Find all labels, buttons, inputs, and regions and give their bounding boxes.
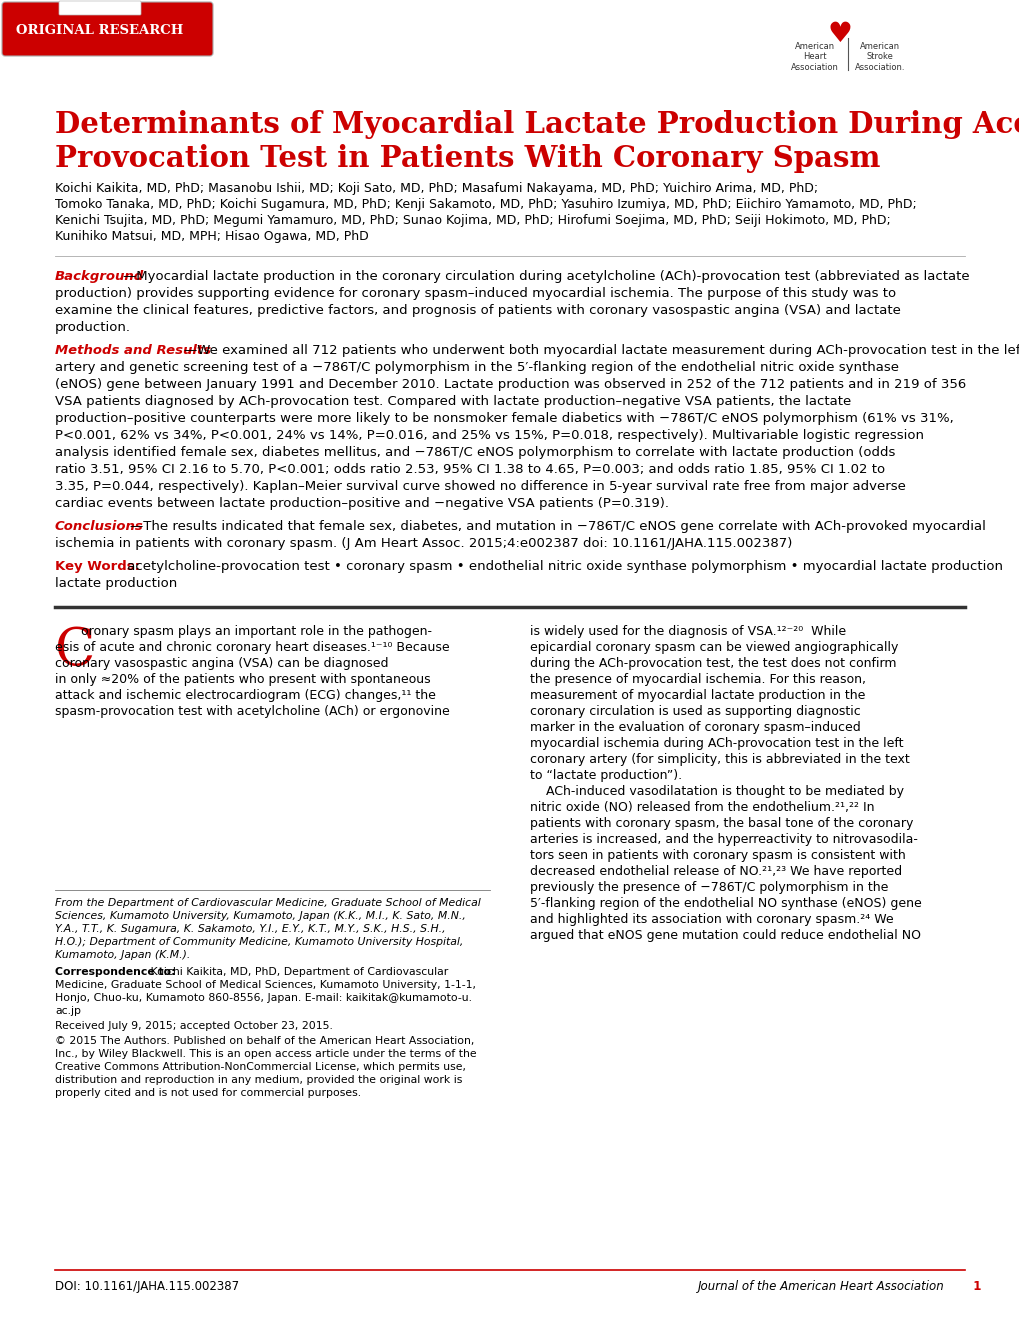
Text: myocardial ischemia during ACh-provocation test in the left: myocardial ischemia during ACh-provocati… [530,737,903,750]
Text: Tomoko Tanaka, MD, PhD; Koichi Sugamura, MD, PhD; Kenji Sakamoto, MD, PhD; Yasuh: Tomoko Tanaka, MD, PhD; Koichi Sugamura,… [55,198,916,211]
FancyBboxPatch shape [59,1,141,15]
FancyBboxPatch shape [2,3,213,55]
Text: decreased endothelial release of NO.²¹,²³ We have reported: decreased endothelial release of NO.²¹,²… [530,865,901,878]
Text: Determinants of Myocardial Lactate Production During Acetylcholine: Determinants of Myocardial Lactate Produ… [55,110,1019,139]
Text: examine the clinical features, predictive factors, and prognosis of patients wit: examine the clinical features, predictiv… [55,304,900,317]
Text: attack and ischemic electrocardiogram (ECG) changes,¹¹ the: attack and ischemic electrocardiogram (E… [55,689,435,702]
Text: and highlighted its association with coronary spasm.²⁴ We: and highlighted its association with cor… [530,913,893,927]
Text: From the Department of Cardiovascular Medicine, Graduate School of Medical: From the Department of Cardiovascular Me… [55,898,480,908]
Text: American
Heart
Association: American Heart Association [791,42,838,71]
Text: coronary vasospastic angina (VSA) can be diagnosed: coronary vasospastic angina (VSA) can be… [55,657,388,671]
Text: tors seen in patients with coronary spasm is consistent with: tors seen in patients with coronary spas… [530,849,905,862]
Text: oronary spasm plays an important role in the pathogen-: oronary spasm plays an important role in… [81,624,432,638]
Text: C: C [55,624,96,676]
Text: —Myocardial lactate production in the coronary circulation during acetylcholine : —Myocardial lactate production in the co… [123,271,969,282]
Text: the presence of myocardial ischemia. For this reason,: the presence of myocardial ischemia. For… [530,673,865,686]
Text: production–positive counterparts were more likely to be nonsmoker female diabeti: production–positive counterparts were mo… [55,412,953,425]
Text: Kunihiko Matsui, MD, MPH; Hisao Ogawa, MD, PhD: Kunihiko Matsui, MD, MPH; Hisao Ogawa, M… [55,230,369,243]
Text: Kumamoto, Japan (K.M.).: Kumamoto, Japan (K.M.). [55,950,191,960]
Text: nitric oxide (NO) released from the endothelium.²¹,²² In: nitric oxide (NO) released from the endo… [530,801,873,814]
Text: coronary circulation is used as supporting diagnostic: coronary circulation is used as supporti… [530,705,860,718]
Text: spasm-provocation test with acetylcholine (ACh) or ergonovine: spasm-provocation test with acetylcholin… [55,705,449,718]
Text: to “lactate production”).: to “lactate production”). [530,770,682,781]
Text: Conclusions: Conclusions [55,520,144,533]
Text: Koichi Kaikita, MD, PhD; Masanobu Ishii, MD; Koji Sato, MD, PhD; Masafumi Nakaya: Koichi Kaikita, MD, PhD; Masanobu Ishii,… [55,182,817,195]
Text: P<0.001, 62% vs 34%, P<0.001, 24% vs 14%, P=0.016, and 25% vs 15%, P=0.018, resp: P<0.001, 62% vs 34%, P<0.001, 24% vs 14%… [55,429,923,442]
Text: cardiac events between lactate production–positive and −negative VSA patients (P: cardiac events between lactate productio… [55,498,668,510]
Text: 3.35, P=0.044, respectively). Kaplan–Meier survival curve showed no difference i: 3.35, P=0.044, respectively). Kaplan–Mei… [55,480,905,492]
Text: ratio 3.51, 95% CI 2.16 to 5.70, P<0.001; odds ratio 2.53, 95% CI 1.38 to 4.65, : ratio 3.51, 95% CI 2.16 to 5.70, P<0.001… [55,463,884,477]
Text: 1: 1 [964,1280,980,1294]
Text: Creative Commons Attribution-NonCommercial License, which permits use,: Creative Commons Attribution-NonCommerci… [55,1063,466,1072]
Text: American
Stroke
Association.: American Stroke Association. [854,42,905,71]
Text: —The results indicated that female sex, diabetes, and mutation in −786T/C eNOS g: —The results indicated that female sex, … [129,520,984,533]
Text: artery and genetic screening test of a −786T/C polymorphism in the 5′-flanking r: artery and genetic screening test of a −… [55,360,898,374]
Text: previously the presence of −786T/C polymorphism in the: previously the presence of −786T/C polym… [530,880,888,894]
Text: distribution and reproduction in any medium, provided the original work is: distribution and reproduction in any med… [55,1074,462,1085]
Text: VSA patients diagnosed by ACh-provocation test. Compared with lactate production: VSA patients diagnosed by ACh-provocatio… [55,395,851,408]
Text: H.O.); Department of Community Medicine, Kumamoto University Hospital,: H.O.); Department of Community Medicine,… [55,937,463,946]
Text: ac.jp: ac.jp [55,1006,81,1016]
Text: Journal of the American Heart Association: Journal of the American Heart Associatio… [698,1280,944,1294]
Text: Kenichi Tsujita, MD, PhD; Megumi Yamamuro, MD, PhD; Sunao Kojima, MD, PhD; Hirof: Kenichi Tsujita, MD, PhD; Megumi Yamamur… [55,214,890,227]
Text: Koichi Kaikita, MD, PhD, Department of Cardiovascular: Koichi Kaikita, MD, PhD, Department of C… [147,968,447,977]
Text: acetylcholine-provocation test • coronary spasm • endothelial nitric oxide synth: acetylcholine-provocation test • coronar… [123,560,1002,573]
Text: © 2015 The Authors. Published on behalf of the American Heart Association,: © 2015 The Authors. Published on behalf … [55,1036,474,1045]
Text: ORIGINAL RESEARCH: ORIGINAL RESEARCH [16,24,183,37]
Text: ♥: ♥ [826,20,852,48]
Text: Medicine, Graduate School of Medical Sciences, Kumamoto University, 1-1-1,: Medicine, Graduate School of Medical Sci… [55,979,476,990]
Text: production.: production. [55,321,130,334]
Text: Correspondence to:: Correspondence to: [55,968,175,977]
Text: lactate production: lactate production [55,577,177,590]
Text: Provocation Test in Patients With Coronary Spasm: Provocation Test in Patients With Corona… [55,144,879,173]
Text: measurement of myocardial lactate production in the: measurement of myocardial lactate produc… [530,689,864,702]
Text: analysis identified female sex, diabetes mellitus, and −786T/C eNOS polymorphism: analysis identified female sex, diabetes… [55,446,895,459]
Text: esis of acute and chronic coronary heart diseases.¹⁻¹⁰ Because: esis of acute and chronic coronary heart… [55,642,449,653]
Text: patients with coronary spasm, the basal tone of the coronary: patients with coronary spasm, the basal … [530,817,912,830]
Text: Key Words:: Key Words: [55,560,140,573]
Text: ACh-induced vasodilatation is thought to be mediated by: ACh-induced vasodilatation is thought to… [530,785,903,799]
Text: Honjo, Chuo-ku, Kumamoto 860-8556, Japan. E-mail: kaikitak@kumamoto-u.: Honjo, Chuo-ku, Kumamoto 860-8556, Japan… [55,993,472,1003]
Text: arteries is increased, and the hyperreactivity to nitrovasodila-: arteries is increased, and the hyperreac… [530,833,917,846]
Text: marker in the evaluation of coronary spasm–induced: marker in the evaluation of coronary spa… [530,721,860,734]
Text: Received July 9, 2015; accepted October 23, 2015.: Received July 9, 2015; accepted October … [55,1020,332,1031]
Text: Inc., by Wiley Blackwell. This is an open access article under the terms of the: Inc., by Wiley Blackwell. This is an ope… [55,1049,476,1059]
Text: Background: Background [55,271,144,282]
Text: is widely used for the diagnosis of VSA.¹²⁻²⁰  While: is widely used for the diagnosis of VSA.… [530,624,846,638]
Text: in only ≈20% of the patients who present with spontaneous: in only ≈20% of the patients who present… [55,673,430,686]
Text: Methods and Results: Methods and Results [55,345,211,356]
Text: —We examined all 712 patients who underwent both myocardial lactate measurement : —We examined all 712 patients who underw… [184,345,1019,356]
Text: (eNOS) gene between January 1991 and December 2010. Lactate production was obser: (eNOS) gene between January 1991 and Dec… [55,378,965,391]
Text: argued that eNOS gene mutation could reduce endothelial NO: argued that eNOS gene mutation could red… [530,929,920,942]
Text: properly cited and is not used for commercial purposes.: properly cited and is not used for comme… [55,1088,361,1098]
Text: coronary artery (for simplicity, this is abbreviated in the text: coronary artery (for simplicity, this is… [530,752,909,766]
Text: ischemia in patients with coronary spasm. (J Am Heart Assoc. 2015;4:e002387 doi:: ischemia in patients with coronary spasm… [55,537,792,550]
Text: 5′-flanking region of the endothelial NO synthase (eNOS) gene: 5′-flanking region of the endothelial NO… [530,898,921,909]
Text: Y.A., T.T., K. Sugamura, K. Sakamoto, Y.I., E.Y., K.T., M.Y., S.K., H.S., S.H.,: Y.A., T.T., K. Sugamura, K. Sakamoto, Y.… [55,924,445,935]
Text: DOI: 10.1161/JAHA.115.002387: DOI: 10.1161/JAHA.115.002387 [55,1280,238,1294]
Text: Sciences, Kumamoto University, Kumamoto, Japan (K.K., M.I., K. Sato, M.N.,: Sciences, Kumamoto University, Kumamoto,… [55,911,466,921]
Text: epicardial coronary spasm can be viewed angiographically: epicardial coronary spasm can be viewed … [530,642,898,653]
Text: production) provides supporting evidence for coronary spasm–induced myocardial i: production) provides supporting evidence… [55,286,896,300]
Text: during the ACh-provocation test, the test does not confirm: during the ACh-provocation test, the tes… [530,657,896,671]
